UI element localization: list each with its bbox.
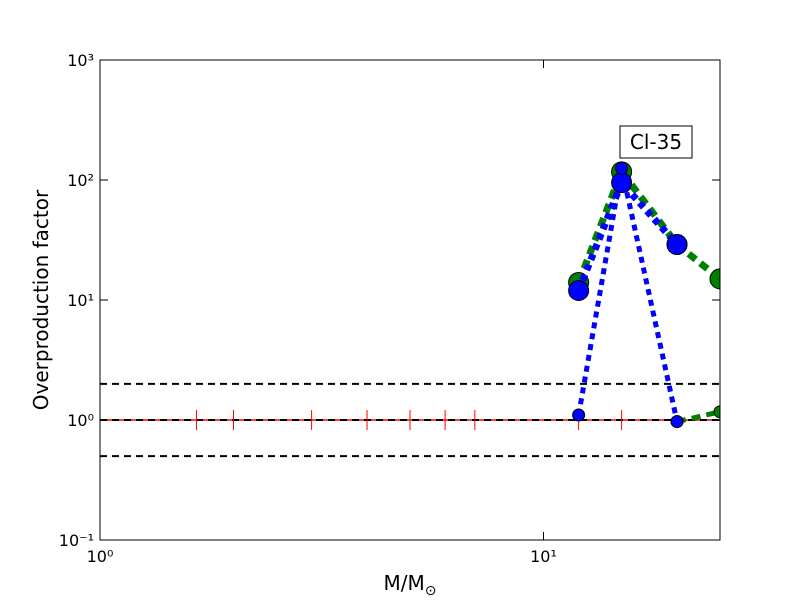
x-label-sub: ⊙	[425, 583, 437, 599]
y-axis-label: Overproduction factor	[29, 189, 53, 410]
marker	[572, 408, 586, 422]
series-line	[676, 409, 720, 425]
annotation: Cl-35	[630, 130, 682, 154]
marker	[670, 415, 684, 429]
series-line	[575, 176, 680, 292]
series-line	[576, 167, 680, 423]
marker	[666, 234, 688, 256]
x-axis-label: M/M⊙	[384, 571, 437, 599]
y-tick-label: 10¹	[67, 291, 94, 310]
marker	[615, 161, 629, 175]
y-tick-label: 10²	[67, 171, 94, 190]
x-tick-label: 10⁰	[87, 547, 114, 566]
marker	[713, 405, 720, 419]
x-tick-label: 10¹	[530, 547, 557, 566]
y-tick-label: 10³	[67, 51, 94, 70]
y-tick-label: 10⁻¹	[59, 531, 94, 550]
plot-area	[100, 161, 720, 458]
annotation-box	[619, 125, 693, 159]
x-label-main: M/M	[384, 571, 425, 595]
marker	[568, 279, 590, 301]
marker	[709, 268, 720, 290]
y-tick-label: 10⁰	[67, 411, 94, 430]
